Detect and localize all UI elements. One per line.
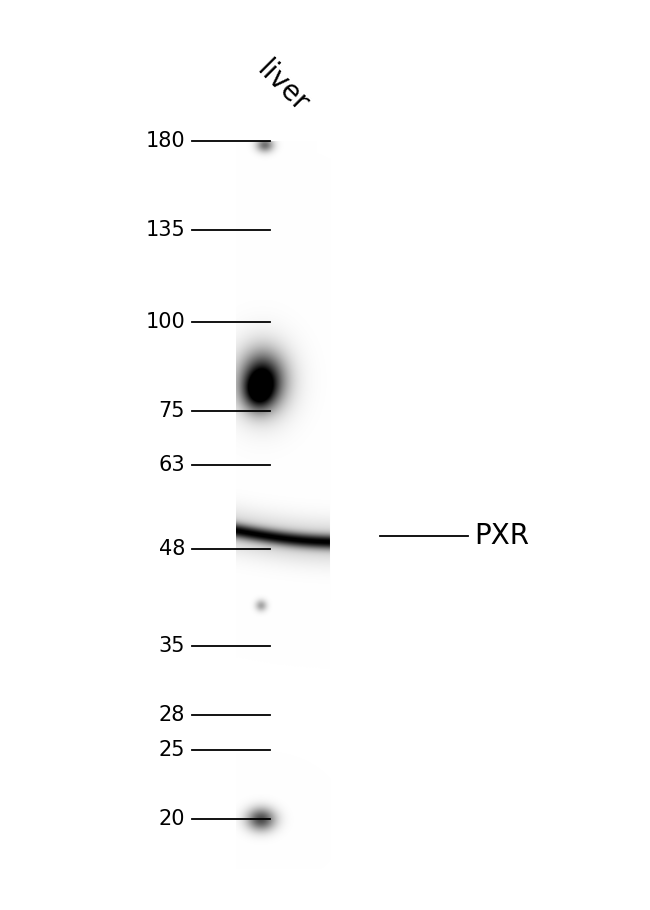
Text: PXR: PXR — [474, 522, 530, 551]
Text: 63: 63 — [159, 455, 185, 475]
Text: 28: 28 — [159, 705, 185, 725]
Text: 100: 100 — [146, 312, 185, 332]
Bar — [235, 141, 330, 869]
Text: 35: 35 — [159, 636, 185, 656]
Text: 180: 180 — [146, 131, 185, 151]
Text: 25: 25 — [159, 740, 185, 760]
Text: liver: liver — [252, 56, 314, 118]
Text: 48: 48 — [159, 539, 185, 559]
Text: 135: 135 — [146, 220, 185, 240]
Text: 20: 20 — [159, 809, 185, 829]
Text: 75: 75 — [159, 401, 185, 421]
